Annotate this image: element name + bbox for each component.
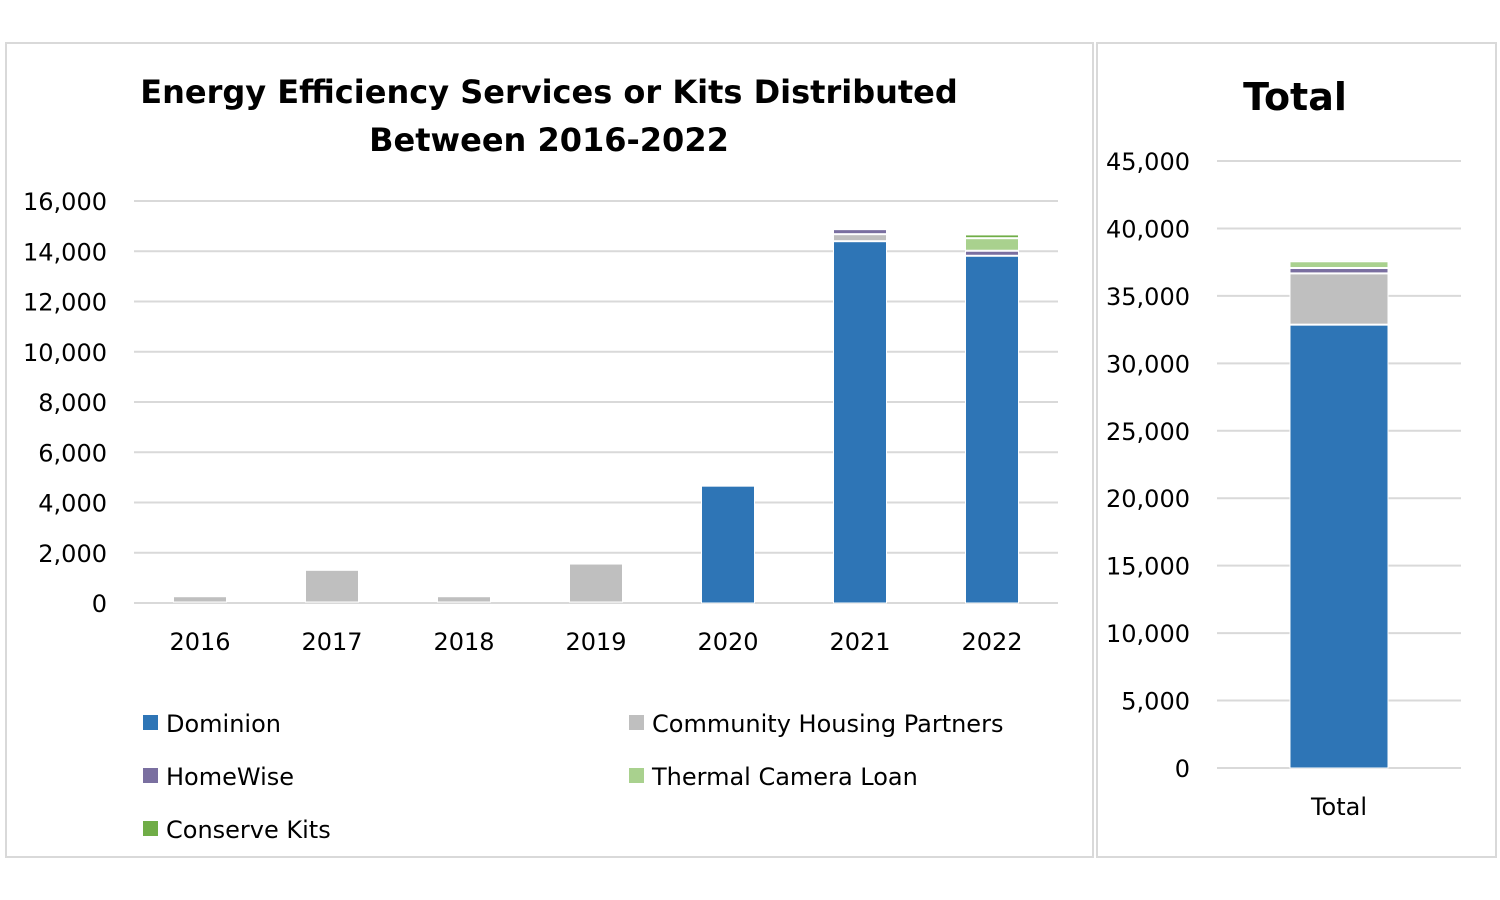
x-tick-label: 2021 [829,628,890,656]
y-tick-label: 5,000 [1121,688,1190,716]
legend-swatch [629,715,644,730]
bar-segment [965,255,1019,604]
bar-segment [833,241,887,604]
bar-segment [833,229,887,235]
x-tick-label: 2017 [301,628,362,656]
chart-title-line-1: Energy Efficiency Services or Kits Distr… [140,73,958,111]
y-tick-label: 2,000 [38,540,107,568]
y-tick-label: 30,000 [1106,350,1190,378]
x-tick-label: 2019 [565,628,626,656]
legend-swatch [143,768,158,783]
y-tick-label: 10,000 [1106,620,1190,648]
y-tick-label: 45,000 [1106,148,1190,176]
main-chart-frame [5,42,1094,858]
y-tick-label: 16,000 [23,188,107,216]
legend-label: Dominion [166,710,281,738]
y-tick-label: 35,000 [1106,283,1190,311]
bar-segment [569,563,623,603]
bar-segment [1289,324,1389,769]
bar-segment [833,234,887,242]
bar-segment [965,238,1019,251]
legend-label: Thermal Camera Loan [651,763,918,791]
x-tick-label: 2020 [697,628,758,656]
y-tick-label: 12,000 [23,289,107,317]
total-chart-title: Total [1243,75,1347,119]
y-tick-label: 10,000 [23,339,107,367]
y-tick-label: 20,000 [1106,485,1190,513]
x-tick-label: 2018 [433,628,494,656]
y-tick-label: 6,000 [38,439,107,467]
bar-segment [1289,259,1389,262]
chart-title-line-2: Between 2016-2022 [369,121,729,159]
legend-label: Community Housing Partners [652,710,1003,738]
x-tick-label: Total [1310,793,1367,821]
legend-label: HomeWise [166,763,294,791]
y-tick-label: 0 [92,590,107,618]
bar-segment [965,234,1019,239]
y-tick-label: 0 [1175,755,1190,783]
legend-swatch [143,715,158,730]
bar-segment [701,485,755,604]
bar-segment [701,484,755,487]
y-tick-label: 14,000 [23,238,107,266]
bar-segment [437,596,491,603]
bar-segment [1289,261,1389,269]
bar-segment [173,596,227,603]
legend-swatch [143,821,158,836]
legend-swatch [629,768,644,783]
x-tick-label: 2022 [961,628,1022,656]
y-tick-label: 25,000 [1106,418,1190,446]
bar-segment [1289,268,1389,274]
bar-segment [965,250,1019,256]
y-tick-label: 15,000 [1106,553,1190,581]
legend-label: Conserve Kits [166,816,331,844]
y-tick-label: 8,000 [38,389,107,417]
y-tick-label: 4,000 [38,490,107,518]
x-tick-label: 2016 [169,628,230,656]
bar-segment [1289,273,1389,325]
y-tick-label: 40,000 [1106,215,1190,243]
bar-segment [305,569,359,603]
